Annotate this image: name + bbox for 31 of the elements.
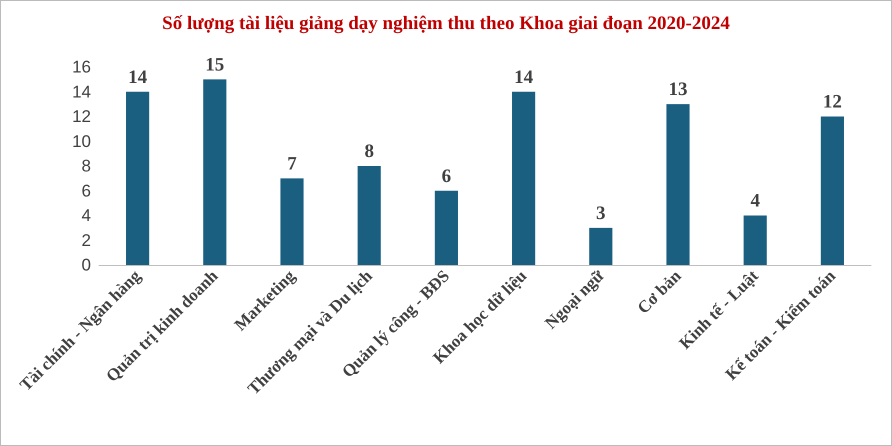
y-tick-label: 10 [72, 132, 91, 151]
chart-title: Số lượng tài liệu giảng dạy nghiệm thu theo Khoa giai đoạn 2020-2024 [162, 13, 730, 34]
y-tick-label: 4 [82, 206, 91, 225]
y-tick-label: 6 [82, 181, 91, 200]
x-tick-label: Cơ bản [634, 266, 686, 318]
y-tick-label: 16 [72, 58, 91, 76]
bar [666, 104, 690, 265]
bar [589, 228, 612, 265]
data-label: 7 [287, 153, 298, 174]
data-label: 12 [822, 92, 842, 112]
bar [203, 79, 226, 265]
data-label: 13 [668, 79, 688, 100]
bar [280, 178, 304, 265]
y-tick-label: 14 [72, 82, 91, 102]
y-tick-label: 0 [82, 256, 91, 274]
y-tick-label: 8 [82, 156, 91, 176]
data-label: 14 [514, 66, 534, 88]
bar [434, 190, 458, 265]
bar [820, 116, 844, 265]
y-tick-label: 12 [72, 107, 91, 126]
data-label: 8 [364, 141, 374, 162]
bar [358, 166, 381, 265]
bar [744, 216, 767, 265]
data-label: 14 [128, 66, 148, 88]
data-label: 15 [205, 54, 224, 76]
bar [512, 92, 536, 265]
data-label: 6 [442, 166, 452, 187]
data-label: 4 [750, 190, 760, 212]
y-tick-label: 2 [82, 230, 91, 250]
bar [126, 92, 150, 265]
data-label: 3 [596, 202, 606, 224]
